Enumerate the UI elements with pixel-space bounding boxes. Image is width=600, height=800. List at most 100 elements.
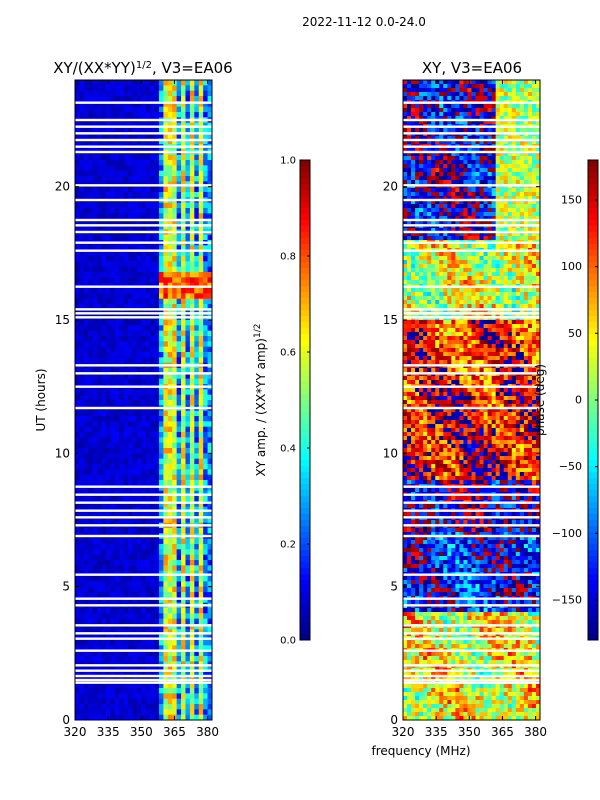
amplitude-cell: [194, 437, 200, 444]
amplitude-cell: [75, 437, 80, 444]
phase-cell: [427, 168, 432, 173]
phase-cell: [407, 116, 412, 121]
amplitude-cell: [141, 432, 147, 438]
amplitude-cell: [194, 336, 200, 342]
amplitude-cell: [207, 96, 213, 102]
phase-cell: [439, 108, 444, 113]
amplitude-cell: [136, 266, 142, 273]
phase-cell: [411, 176, 416, 181]
phase-cell: [491, 84, 497, 89]
amplitude-cell: [150, 373, 155, 380]
amplitude-cell: [141, 688, 147, 694]
amplitude-cell: [136, 517, 142, 524]
amplitude-cell: [185, 394, 191, 401]
amplitude-cell: [132, 442, 138, 449]
amplitude-cell: [194, 656, 200, 662]
amplitude-gap-row: [75, 118, 212, 122]
amplitude-cell: [150, 234, 155, 241]
phase-cell: [535, 152, 541, 157]
amplitude-cell: [176, 261, 182, 268]
amplitude-cell: [105, 698, 111, 705]
amplitude-cell: [167, 256, 173, 262]
amplitude-cell: [79, 426, 85, 433]
amplitude-cell: [75, 496, 80, 502]
amplitude-cell: [119, 176, 125, 182]
amplitude-cell: [163, 698, 169, 705]
phase-cell: [503, 156, 509, 161]
phase-cell: [455, 160, 460, 165]
amplitude-cell: [181, 176, 186, 182]
amplitude-cell: [92, 245, 98, 252]
phase-cell: [499, 80, 505, 85]
amplitude-cell: [110, 85, 116, 92]
amplitude-cell: [203, 400, 208, 406]
phase-cell: [483, 152, 489, 157]
phase-cell: [455, 120, 460, 125]
phase-cell: [475, 120, 480, 125]
amplitude-cell: [172, 581, 178, 588]
phase-cell: [451, 196, 456, 201]
amplitude-cell: [207, 170, 213, 177]
amplitude-cell: [154, 693, 160, 700]
amplitude-cell: [97, 186, 102, 193]
amplitude-cell: [119, 165, 125, 172]
amplitude-cell: [145, 106, 151, 113]
amplitude-cell: [203, 640, 208, 646]
amplitude-cell: [79, 213, 85, 220]
amplitude-cell: [163, 432, 169, 438]
amplitude-cell: [123, 448, 129, 454]
amplitude-cell: [181, 256, 186, 262]
phase-cell: [459, 140, 464, 145]
amplitude-cell: [83, 133, 89, 140]
amplitude-cell: [83, 453, 89, 460]
amplitude-cell: [79, 645, 85, 652]
amplitude-cell: [75, 581, 80, 588]
amplitude-cell: [185, 437, 191, 444]
phase-cell: [503, 140, 509, 145]
phase-cell: [503, 152, 509, 157]
amplitude-cell: [97, 106, 102, 113]
amplitude-cell: [158, 133, 164, 140]
amplitude-cell: [189, 261, 195, 268]
amplitude-cell: [97, 320, 102, 326]
amplitude-cell: [119, 714, 125, 721]
amplitude-cell: [154, 352, 160, 358]
amplitude-cell: [163, 186, 169, 193]
amplitude-cell: [141, 714, 147, 721]
amplitude-cell: [101, 304, 107, 310]
amplitude-cell: [128, 298, 133, 305]
amplitude-cell: [136, 528, 142, 534]
phase-cell: [527, 128, 533, 133]
phase-cell: [515, 168, 521, 173]
amplitude-cell: [154, 421, 160, 428]
amplitude-colorbar-step: [300, 400, 310, 407]
amplitude-cell: [163, 90, 169, 97]
amplitude-cell: [101, 421, 107, 428]
amplitude-cell: [176, 106, 182, 113]
amplitude-cell: [176, 458, 182, 465]
amplitude-cell: [75, 421, 80, 428]
amplitude-cell: [150, 442, 155, 449]
phase-cell: [451, 84, 456, 89]
amplitude-cell: [114, 234, 120, 241]
amplitude-cell: [105, 640, 111, 646]
amplitude-cell: [136, 501, 142, 508]
phase-cell: [499, 192, 505, 197]
amplitude-cell: [154, 416, 160, 422]
amplitude-cell: [141, 528, 147, 534]
phase-cell: [503, 112, 509, 117]
amplitude-cell: [114, 592, 120, 598]
phase-cell: [535, 148, 541, 153]
amplitude-cell: [145, 496, 151, 502]
amplitude-cell: [97, 618, 102, 625]
phase-cell: [479, 168, 484, 173]
amplitude-cell: [150, 597, 155, 604]
amplitude-cell: [92, 368, 98, 374]
phase-cell: [495, 84, 501, 89]
amplitude-cell: [163, 165, 169, 172]
amplitude-cell: [128, 352, 133, 358]
phase-cell: [443, 168, 448, 173]
amplitude-cell: [154, 272, 160, 278]
amplitude-cell: [88, 549, 94, 556]
amplitude-cell: [203, 581, 208, 588]
